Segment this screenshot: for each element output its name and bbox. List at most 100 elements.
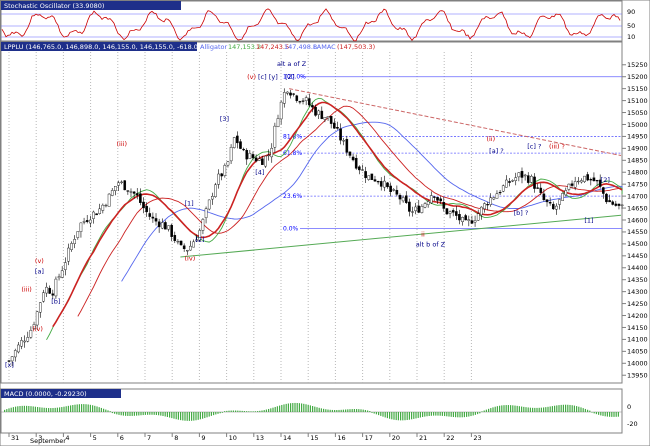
alligator-lips-value: 147,153.2 [228,43,261,51]
candle-body [429,195,433,204]
candle-body [383,180,386,188]
candle-body [364,171,367,179]
macd-bar [259,410,261,412]
wave-label: ii [421,231,425,239]
candle-body [132,191,136,194]
candle-body [589,179,593,181]
candle-body [261,158,264,165]
stochastic-panel: Stochastic Oscillator (33.9080) 90 50 10 [0,0,635,42]
macd-bar [17,406,19,412]
candle-body [304,97,308,101]
candle-body [239,141,242,149]
candle-body [307,98,311,106]
macd-bar [567,404,569,412]
macd-bar [142,412,144,416]
macd-bar [488,408,490,412]
macd-bar [545,407,547,412]
candle-body [473,220,477,223]
candle-body [226,161,230,166]
macd-bar [8,408,10,412]
macd-bar [12,407,14,412]
macd-bar [367,410,369,412]
macd-bar [527,407,529,412]
candle-body [211,196,214,200]
macd-bar [593,412,595,414]
candle-body [495,193,499,199]
candle-body [101,204,105,211]
macd-bar [455,412,457,418]
candle-body [583,175,586,182]
macd-bar [34,406,36,412]
macd-bar [538,407,540,412]
macd-bar [496,406,498,412]
candle-body [70,243,73,250]
wave-label: (iii) [21,286,32,294]
y-tick-label: 14850 [627,157,648,165]
macd-bar [547,406,549,412]
macd-bar [197,412,199,420]
x-tick-label: 22 [446,434,454,442]
candle-body [76,231,80,238]
macd-panel: MACD (0.0000, -0.29230) 0 -20 [0,388,638,434]
wave-label: (ii) [486,135,495,143]
candle-body [282,92,286,104]
macd-bar [182,412,184,421]
candle-body [242,148,245,151]
macd-bar [252,411,254,412]
candle-body [189,245,192,251]
candle-body [82,221,86,223]
y-tick-label: 14300 [627,288,648,296]
candle-body [207,199,211,210]
candle-body [389,185,392,193]
resistance-trendline [289,88,622,157]
macd-bar [347,409,349,412]
macd-bar [459,412,461,418]
y-tick-label: 14950 [627,133,648,141]
macd-bar [604,412,606,417]
candle-body [505,179,508,188]
candle-body [339,128,342,141]
y-tick-label: 13950 [627,372,648,380]
candle-body [179,240,183,246]
candle-body [51,293,55,296]
candle-body [201,219,205,231]
x-tick-label: 7 [147,434,151,442]
price-title: LPPLU (146,765.0, 146,898.0, 146,155.0, … [4,43,209,51]
macd-bar [202,412,204,419]
macd-bar [534,407,536,412]
candle-body [314,106,317,116]
macd-bar [243,411,245,412]
stochastic-title: Stochastic Oscillator (33.9080) [4,2,104,10]
alligator-teeth-line [77,105,623,317]
macd-bar [358,409,360,412]
y-tick-label: 14650 [627,204,648,212]
candle-body [151,216,155,219]
macd-bar [96,406,98,412]
candle-body [273,125,277,148]
macd-bar [402,412,404,421]
candle-body [426,201,430,205]
macd-bar [89,404,91,412]
wave-label: [x] [5,361,14,369]
candle-body [467,219,471,221]
macd-bar [144,412,146,415]
macd-bar [483,410,485,412]
macd-bar [127,412,129,416]
candle-body [26,337,30,342]
macd-bar [369,411,371,412]
macd-bar [325,409,327,412]
macd-bar [279,405,281,412]
candle-body [170,224,173,237]
candle-body [386,182,389,188]
candle-body [576,180,580,183]
macd-bar [160,412,162,416]
candle-body [248,152,252,159]
y-tick-label: 14550 [627,228,648,236]
macd-bar [32,406,34,412]
macd-bar [23,405,25,412]
macd-bar [15,406,17,412]
macd-bar [230,410,232,412]
macd-bar [466,412,468,417]
x-tick-label: 5 [93,434,97,442]
macd-bar [503,405,505,412]
